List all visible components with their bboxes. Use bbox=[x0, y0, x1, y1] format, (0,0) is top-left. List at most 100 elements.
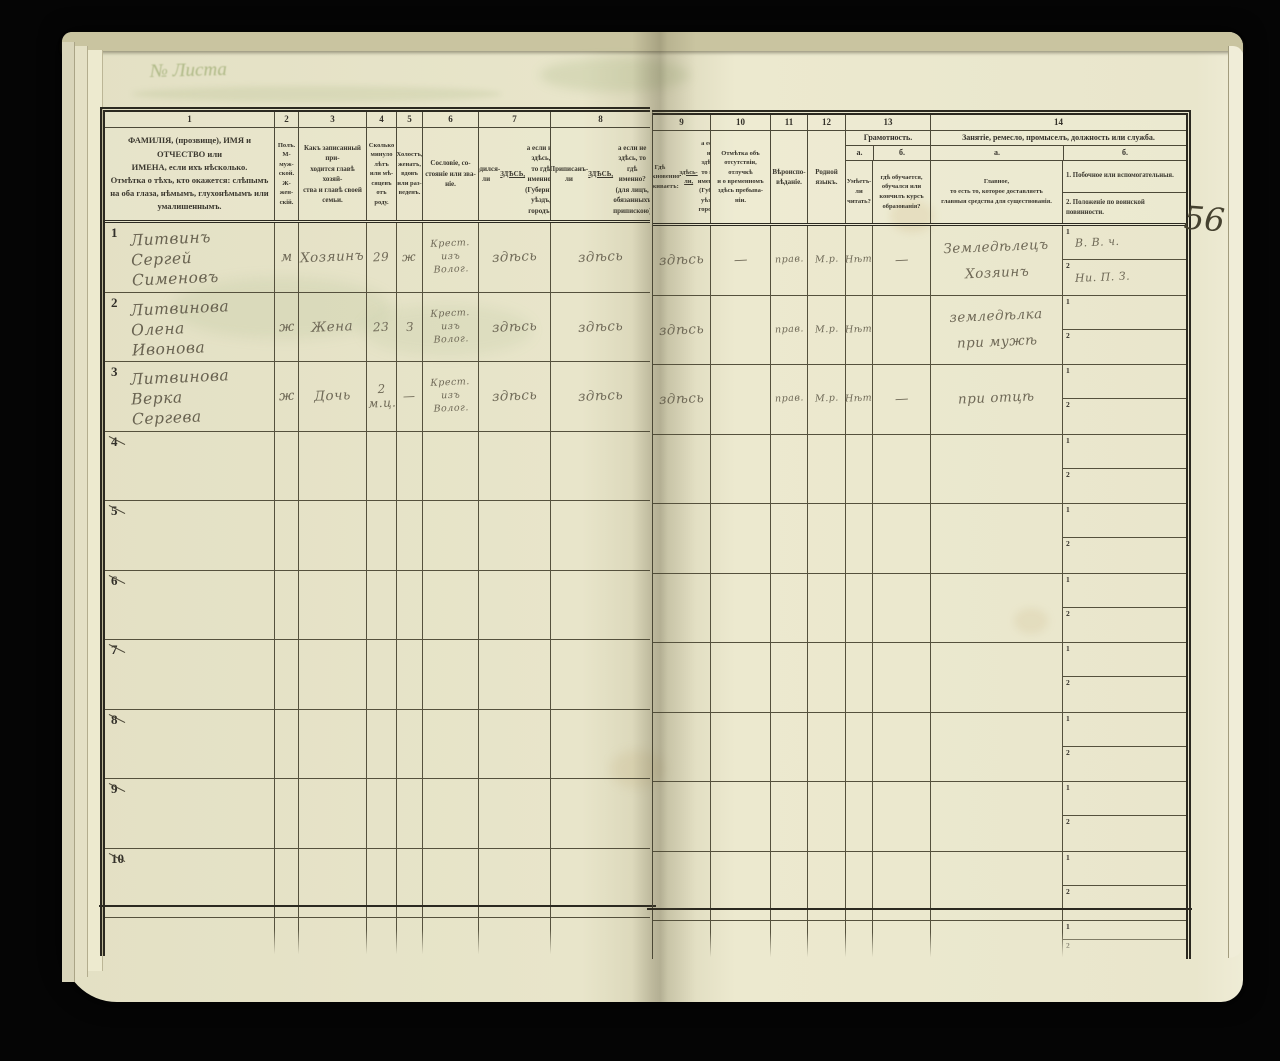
cell-religion bbox=[771, 851, 808, 920]
cell-literate bbox=[846, 643, 873, 712]
cell-name: 4 bbox=[105, 431, 275, 500]
subcell-military-status: 2 bbox=[1066, 941, 1070, 950]
cell-age: 23 bbox=[367, 292, 397, 361]
cell-born-here bbox=[479, 431, 551, 500]
cell-marital bbox=[397, 918, 423, 956]
cell-resides-here bbox=[653, 434, 711, 503]
table-row: 2 Литвинова Олена Ивонова ж Жена 23 З Кр… bbox=[105, 292, 650, 362]
cell-sex bbox=[275, 431, 299, 500]
cell-main-occupation: земледѣлка при мужѣ bbox=[931, 295, 1063, 364]
cell-language: М.р. bbox=[808, 295, 846, 364]
book-spread: № Листа 56 1 ФАМИЛІЯ, (прозвище), ИМЯ и … bbox=[62, 32, 1243, 1002]
cell-registered-here bbox=[551, 918, 650, 956]
cell-absence-note bbox=[711, 365, 771, 434]
cell-sex bbox=[275, 640, 299, 709]
cell-secondary-occupation: 1 2 bbox=[1063, 713, 1186, 782]
table-row: 1 2 bbox=[653, 434, 1186, 504]
cell-religion: прав. bbox=[771, 226, 808, 295]
cell-language bbox=[808, 851, 846, 920]
table-row: 5 bbox=[105, 501, 650, 571]
cell-main-occupation bbox=[931, 712, 1063, 781]
census-table-left-page: 1 ФАМИЛІЯ, (прозвище), ИМЯ и ОТЧЕСТВО ил… bbox=[99, 107, 656, 956]
page-top-edge bbox=[62, 32, 1243, 51]
cell-estate bbox=[423, 709, 479, 778]
cell-sex bbox=[275, 501, 299, 570]
row-number: 7 bbox=[111, 642, 118, 657]
cell-resides-here bbox=[653, 782, 711, 851]
cell-literate: Нѣт bbox=[845, 365, 873, 434]
cell-language bbox=[808, 573, 846, 642]
cell-secondary-occupation: 1 2 bbox=[1063, 921, 1186, 959]
cell-name: 7 bbox=[105, 640, 275, 709]
cell-estate: Крест. изъ Волог. bbox=[423, 362, 479, 431]
subcell-side-occupation: 1 bbox=[1063, 435, 1186, 469]
header-col-5: 5 Холостъ, женатъ, вдовъ или раз- веденъ… bbox=[397, 112, 423, 220]
row-number: 6 bbox=[111, 572, 118, 588]
page-edge-right bbox=[1228, 46, 1243, 958]
cell-main-occupation bbox=[931, 643, 1063, 712]
cell-relation bbox=[299, 848, 367, 917]
cell-main-occupation bbox=[931, 573, 1063, 642]
cell-marital bbox=[397, 570, 423, 639]
cell-education bbox=[873, 782, 931, 851]
handwritten-name: Литвинова Олена Ивонова bbox=[129, 296, 230, 360]
header-col-3: 3 Какъ записанный при- ходится главѣ хоз… bbox=[299, 112, 367, 220]
header-col-10: 10 Отмѣтка объ отсутствіи, отлучкѣ и о в… bbox=[711, 115, 771, 223]
table-row: здѣсь — прав. М.р. Нѣт — Земледѣлецъ Хоз… bbox=[653, 226, 1186, 296]
cell-education bbox=[873, 921, 931, 959]
table-row: 1 2 bbox=[653, 782, 1186, 852]
cell-language: М.р. bbox=[808, 365, 846, 434]
cell-religion: прав. bbox=[771, 295, 808, 364]
cell-sex bbox=[275, 848, 299, 917]
header-col-7: 7 Родился-ли ЗДѢСЬ, а если не здѣсь, то … bbox=[479, 112, 551, 220]
cell-relation bbox=[299, 431, 367, 500]
cell-religion bbox=[771, 573, 808, 642]
cell-registered-here bbox=[551, 640, 650, 709]
census-table-right-page: 9 Гдѣ обыкновенно проживаетъ: здѣсь-ли, … bbox=[647, 110, 1192, 959]
cell-born-here: здѣсь bbox=[479, 223, 551, 292]
page-number: 56 bbox=[1182, 198, 1226, 240]
cell-resides-here bbox=[653, 712, 711, 781]
table-bottom-border bbox=[99, 905, 656, 907]
cell-absence-note bbox=[711, 434, 771, 503]
cell-absence-note bbox=[711, 782, 771, 851]
cell-sex bbox=[275, 570, 299, 639]
cell-age bbox=[367, 640, 397, 709]
subcell-military-status: 2 bbox=[1066, 678, 1070, 688]
cell-age bbox=[367, 570, 397, 639]
cell-estate bbox=[423, 779, 479, 848]
cell-sex bbox=[275, 918, 299, 956]
row-number: 5 bbox=[111, 503, 118, 518]
cell-born-here bbox=[479, 709, 551, 778]
cell-language: М.р. bbox=[808, 226, 846, 295]
cell-registered-here bbox=[551, 432, 650, 501]
table-row: 1 2 bbox=[653, 504, 1186, 574]
cell-education bbox=[873, 573, 931, 642]
cell-main-occupation bbox=[931, 434, 1063, 503]
cell-main-occupation bbox=[931, 851, 1063, 920]
table-row: 9 bbox=[105, 779, 650, 849]
cell-born-here bbox=[479, 779, 551, 848]
cell-sex bbox=[275, 709, 299, 778]
subcell-military-status: 2 bbox=[1066, 747, 1070, 757]
cell-born-here bbox=[479, 848, 551, 917]
cell-age bbox=[367, 848, 397, 917]
table-body-right: здѣсь — прав. М.р. Нѣт — Земледѣлецъ Хоз… bbox=[653, 226, 1186, 959]
cell-secondary-occupation: 1 2 bbox=[1063, 365, 1186, 434]
cell-relation bbox=[299, 918, 367, 956]
cell-name: 5 bbox=[105, 501, 275, 570]
cell-secondary-occupation: 1 2 bbox=[1063, 296, 1186, 365]
cell-literate bbox=[846, 573, 873, 642]
cell-marital: З bbox=[397, 292, 423, 361]
row-number: 4 bbox=[111, 433, 118, 449]
cell-registered-here: здѣсь bbox=[577, 248, 624, 267]
table-row: 6 bbox=[105, 570, 650, 640]
cell-absence-note bbox=[711, 295, 771, 364]
subcell-side-occupation: 1 bbox=[1063, 643, 1186, 678]
cell-sex: ж bbox=[275, 362, 299, 431]
cell-age: 29 bbox=[367, 223, 397, 292]
subcell-military-status: 2 bbox=[1066, 400, 1070, 410]
cell-main-occupation: при отцѣ bbox=[931, 365, 1063, 434]
table-row: 1 2 bbox=[653, 643, 1186, 713]
